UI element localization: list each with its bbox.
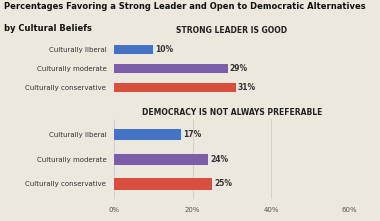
Text: 17%: 17% bbox=[183, 130, 201, 139]
Bar bbox=[114, 154, 208, 165]
Bar bbox=[114, 178, 212, 190]
Text: 29%: 29% bbox=[230, 64, 248, 73]
Text: by Cultural Beliefs: by Cultural Beliefs bbox=[4, 24, 92, 33]
Text: 31%: 31% bbox=[238, 83, 256, 92]
Text: Percentages Favoring a Strong Leader and Open to Democratic Alternatives: Percentages Favoring a Strong Leader and… bbox=[4, 2, 366, 11]
Title: STRONG LEADER IS GOOD: STRONG LEADER IS GOOD bbox=[176, 26, 287, 35]
Text: 24%: 24% bbox=[210, 155, 228, 164]
Bar bbox=[114, 84, 236, 92]
Text: 25%: 25% bbox=[214, 179, 232, 189]
Bar bbox=[114, 45, 153, 53]
Title: DEMOCRACY IS NOT ALWAYS PREFERABLE: DEMOCRACY IS NOT ALWAYS PREFERABLE bbox=[142, 108, 322, 117]
Text: 10%: 10% bbox=[155, 45, 173, 54]
Bar bbox=[114, 129, 181, 140]
Bar bbox=[114, 64, 228, 73]
